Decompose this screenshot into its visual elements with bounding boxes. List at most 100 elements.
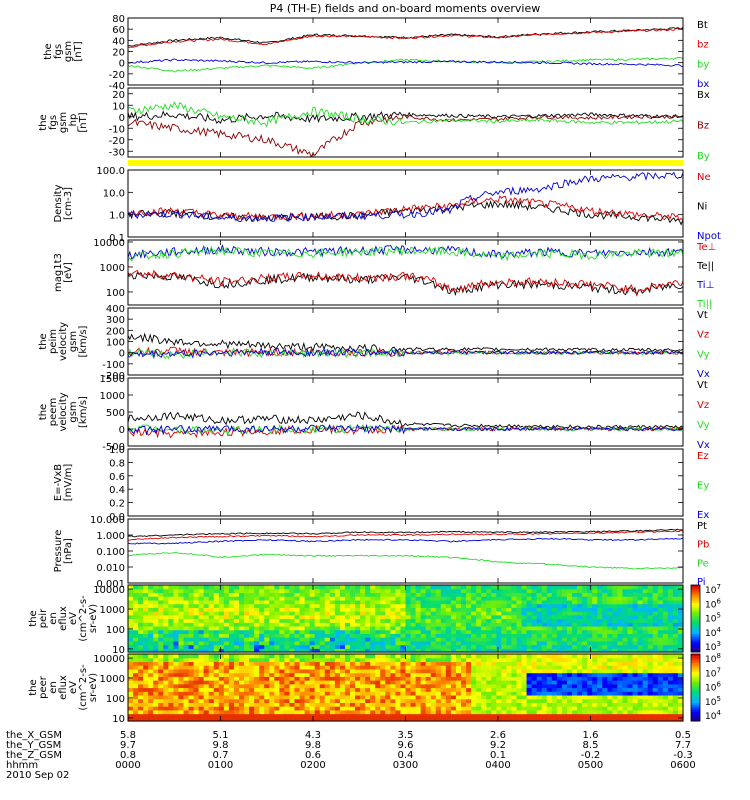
spectrogram-cell [233,622,240,627]
spectrogram-cell [582,640,588,646]
spectrogram-cell [642,607,649,612]
spectrogram-cell [425,709,432,715]
spectrogram-cell [551,676,558,681]
spectrogram-cell [577,657,583,663]
spectrogram-cell [440,694,447,700]
spectrogram-cell [415,614,422,620]
colorbar-band [691,620,700,624]
spectrogram-cell [319,702,326,707]
spectrogram-cell [208,585,215,590]
spectrogram-cell [445,585,452,590]
y-axis-label: sr-eV) [88,673,99,702]
spectrogram-cell [410,709,417,715]
spectrogram-cell [602,629,608,634]
spectrogram-cell [491,713,497,718]
spectrogram-cell [637,661,644,666]
spectrogram-cell [677,611,684,616]
spectrogram-cell [410,637,417,642]
spectrogram-cell [461,588,467,594]
spectrogram-cell [289,588,296,594]
spectrogram-cell [577,680,583,685]
spectrogram-cell [612,622,619,627]
spectrogram-cell [592,668,598,674]
spectrogram-cell [158,683,164,689]
spectrogram-cell [309,599,316,605]
spectrogram-cell [491,637,497,642]
spectrogram-cell [198,622,205,627]
spectrogram-cell [249,668,255,674]
spectrogram-cell [294,717,301,722]
spectrogram-cell [435,661,442,666]
spectrogram-cell [597,687,603,692]
spectrogram-cell [450,629,457,634]
spectrogram-cell [244,640,250,646]
spectrogram-cell [450,713,457,718]
spectrogram-cell [506,614,513,620]
spectrogram-cell [572,683,578,689]
spectrogram-cell [440,717,447,722]
spectrogram-cell [198,713,205,718]
spectrogram-cell [592,706,598,711]
spectrogram-cell [385,622,391,627]
spectrogram-cell [128,706,134,711]
spectrogram-cell [395,668,402,674]
spectrogram-cell [375,644,381,649]
spectrogram-cell [279,672,286,677]
spectrogram-cell [193,665,200,670]
spectrogram-cell [476,648,482,653]
spectrogram-cell [491,640,497,646]
spectrogram-cell [430,599,437,605]
spectrogram-cell [516,709,523,715]
spectrogram-cell [239,668,245,674]
spectrogram-cell [572,665,578,670]
spectrogram-cell [556,694,563,700]
spectrogram-cell [309,614,316,620]
spectrogram-cell [536,672,543,677]
spectrogram-cell [244,622,250,627]
spectrogram-cell [612,665,619,670]
spectrogram-cell [587,683,593,689]
spectrogram-cell [168,611,175,616]
spectrogram-cell [299,702,306,707]
spectrogram-cell [395,611,402,616]
spectrogram-cell [677,614,684,620]
spectrogram-cell [647,691,654,696]
spectrogram-cell [249,625,255,631]
spectrogram-cell [228,633,235,638]
spectrogram-cell [143,603,149,608]
spectrogram-cell [239,691,245,696]
spectrogram-cell [506,622,513,627]
legend-entry: Npot [697,231,721,242]
spectrogram-cell [385,614,391,620]
spectrogram-cell [607,614,613,620]
spectrogram-cell [269,680,275,685]
spectrogram-cell [319,596,326,601]
spectrogram-cell [168,644,175,649]
spectrogram-cell [218,694,225,700]
spectrogram-cell [244,611,250,616]
spectrogram-cell [405,633,412,638]
colorbar-band [691,611,700,615]
spectrogram-cell [213,614,220,620]
spectrogram-cell [541,611,548,616]
spectrogram-cell [319,644,326,649]
spectrogram-cell [360,614,366,620]
spectrogram-cell [178,683,185,689]
spectrogram-cell [324,713,331,718]
spectrogram-cell [304,661,311,666]
colorbar-label: 104 [705,709,721,722]
y-axis-label: the [28,610,39,626]
spectrogram-cell [597,698,603,703]
spectrogram-cell [239,676,245,681]
spectrogram-cell [380,706,386,711]
spectrogram-cell [642,713,649,718]
spectrogram-cell [188,717,195,722]
spectrogram-cell [476,596,482,601]
spectrogram-cell [284,622,291,627]
spectrogram-cell [566,676,573,681]
spectrogram-cell [355,633,361,638]
spectrogram-cell [667,637,674,642]
spectrogram-cell [274,640,280,646]
spectrogram-cell [274,680,280,685]
spectrogram-cell [455,672,462,677]
